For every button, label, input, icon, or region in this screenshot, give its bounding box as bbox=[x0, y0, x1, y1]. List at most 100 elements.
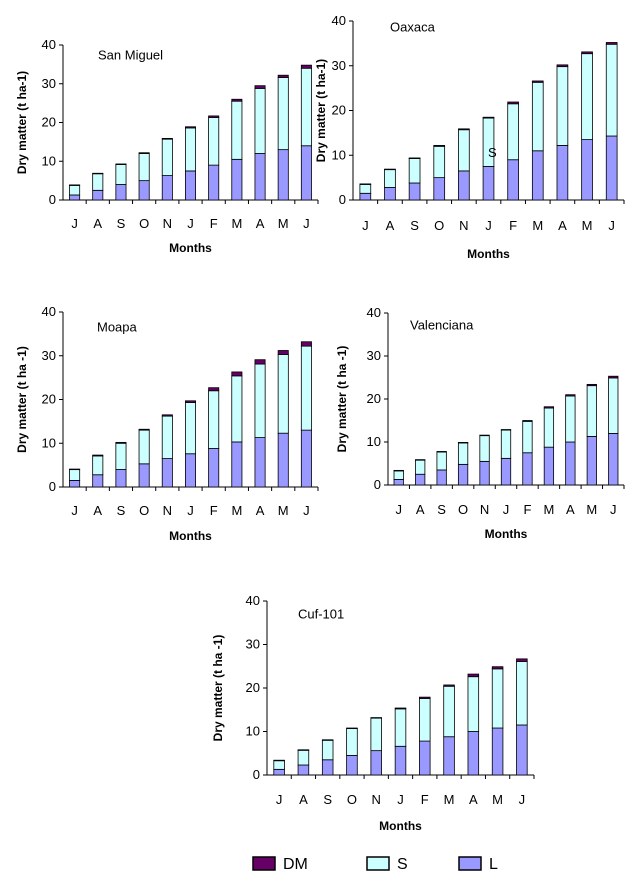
x-axis-title: Months bbox=[485, 527, 528, 541]
x-tick-label: J bbox=[303, 216, 310, 231]
x-tick-label: J bbox=[610, 502, 617, 517]
x-tick-label: J bbox=[608, 218, 615, 233]
bar-s-3 bbox=[321, 739, 334, 761]
x-axis-title: Months bbox=[379, 819, 422, 833]
y-tick-label: 20 bbox=[42, 392, 56, 407]
bar-l-8 bbox=[231, 158, 243, 201]
x-tick-label: M bbox=[492, 792, 503, 807]
y-tick-label: 20 bbox=[246, 680, 260, 695]
bar-l-4 bbox=[138, 463, 150, 488]
x-tick-label: J bbox=[395, 502, 402, 517]
bar-l-9 bbox=[556, 145, 569, 201]
bar-l-6 bbox=[184, 170, 196, 201]
x-tick-label: A bbox=[558, 218, 567, 233]
bar-s-8 bbox=[231, 375, 243, 443]
x-tick-label: S bbox=[117, 503, 126, 518]
x-tick-label: A bbox=[566, 502, 575, 517]
bar-s-9 bbox=[254, 363, 266, 438]
y-tick-label: 20 bbox=[367, 391, 381, 406]
bar-dm-8 bbox=[231, 371, 243, 377]
bar-s-6 bbox=[394, 708, 407, 747]
bar-l-5 bbox=[161, 458, 173, 488]
x-tick-label: S bbox=[437, 502, 446, 517]
bar-dm-6 bbox=[482, 116, 495, 119]
y-axis-title: Dry matter (t ha-1) bbox=[15, 71, 29, 174]
y-axis-title: Dry matter (t ha -1) bbox=[211, 635, 225, 742]
bar-l-5 bbox=[370, 750, 382, 776]
x-tick-label: J bbox=[71, 216, 78, 231]
y-tick-label: 40 bbox=[367, 305, 381, 320]
bar-dm-4 bbox=[346, 727, 358, 730]
bar-dm-10 bbox=[581, 51, 593, 55]
bar-l-11 bbox=[300, 429, 312, 488]
bar-l-5 bbox=[458, 170, 470, 201]
bar-s-4 bbox=[138, 153, 150, 182]
bar-dm-3 bbox=[115, 163, 127, 165]
bar-dm-2 bbox=[92, 454, 104, 457]
x-tick-label: N bbox=[459, 218, 468, 233]
bar-s-10 bbox=[277, 77, 289, 151]
bar-dm-10 bbox=[586, 383, 597, 387]
bar-dm-5 bbox=[370, 717, 382, 719]
bar-dm-2 bbox=[92, 172, 104, 175]
bar-l-1 bbox=[393, 479, 404, 486]
bar-s-2 bbox=[384, 169, 396, 188]
x-tick-label: A bbox=[256, 216, 265, 231]
bar-dm-3 bbox=[408, 157, 421, 159]
x-axis-title: Months bbox=[169, 529, 212, 543]
bar-l-2 bbox=[415, 473, 426, 486]
y-tick-label: 0 bbox=[49, 192, 56, 207]
y-axis-title: Dry matter (t ha-1) bbox=[314, 59, 328, 162]
x-tick-label: S bbox=[117, 216, 126, 231]
bar-s-10 bbox=[586, 385, 597, 437]
bar-l-9 bbox=[254, 437, 266, 488]
x-tick-label: N bbox=[480, 502, 489, 517]
bar-l-4 bbox=[138, 180, 150, 201]
y-tick-label: 30 bbox=[42, 348, 56, 363]
bar-s-2 bbox=[297, 749, 310, 766]
bar-dm-2 bbox=[384, 168, 396, 171]
bar-s-3 bbox=[408, 157, 421, 184]
y-tick-label: 30 bbox=[246, 637, 260, 652]
y-tick-label: 10 bbox=[246, 724, 260, 739]
bar-dm-4 bbox=[138, 428, 150, 431]
y-tick-label: 20 bbox=[42, 115, 56, 130]
bar-l-1 bbox=[69, 194, 81, 201]
bar-dm-8 bbox=[543, 406, 555, 409]
bar-s-9 bbox=[467, 676, 480, 732]
bar-l-3 bbox=[115, 469, 127, 488]
bar-s-1 bbox=[393, 470, 404, 480]
panel-title: Oaxaca bbox=[390, 20, 436, 35]
bar-l-3 bbox=[321, 759, 334, 776]
bar-l-10 bbox=[491, 727, 504, 776]
legend: DM S L bbox=[252, 856, 498, 873]
bar-dm-2 bbox=[415, 459, 426, 461]
bar-dm-11 bbox=[605, 42, 618, 45]
bar-dm-11 bbox=[608, 375, 619, 379]
bar-l-10 bbox=[581, 139, 593, 201]
bar-dm-5 bbox=[458, 128, 470, 131]
bar-s-8 bbox=[543, 407, 555, 448]
bar-dm-5 bbox=[479, 434, 490, 437]
bar-s-1 bbox=[69, 184, 81, 196]
x-tick-label: O bbox=[434, 218, 444, 233]
x-tick-label: F bbox=[421, 792, 429, 807]
bar-l-4 bbox=[433, 177, 446, 201]
y-tick-label: 30 bbox=[42, 76, 56, 91]
bar-l-8 bbox=[231, 441, 243, 488]
bar-l-6 bbox=[500, 457, 512, 486]
bar-l-7 bbox=[208, 448, 220, 488]
bar-l-6 bbox=[394, 745, 407, 776]
bar-dm-6 bbox=[184, 126, 196, 129]
bar-s-7 bbox=[419, 698, 431, 742]
legend-swatch-s bbox=[366, 856, 390, 871]
y-tick-label: 10 bbox=[42, 153, 56, 168]
bar-l-10 bbox=[586, 436, 597, 486]
bar-s-7 bbox=[208, 390, 220, 449]
x-tick-label: J bbox=[519, 792, 526, 807]
bar-dm-3 bbox=[321, 739, 334, 741]
bar-s-10 bbox=[277, 354, 289, 434]
x-tick-label: A bbox=[93, 503, 102, 518]
bar-l-11 bbox=[608, 432, 619, 486]
x-tick-label: A bbox=[469, 792, 478, 807]
